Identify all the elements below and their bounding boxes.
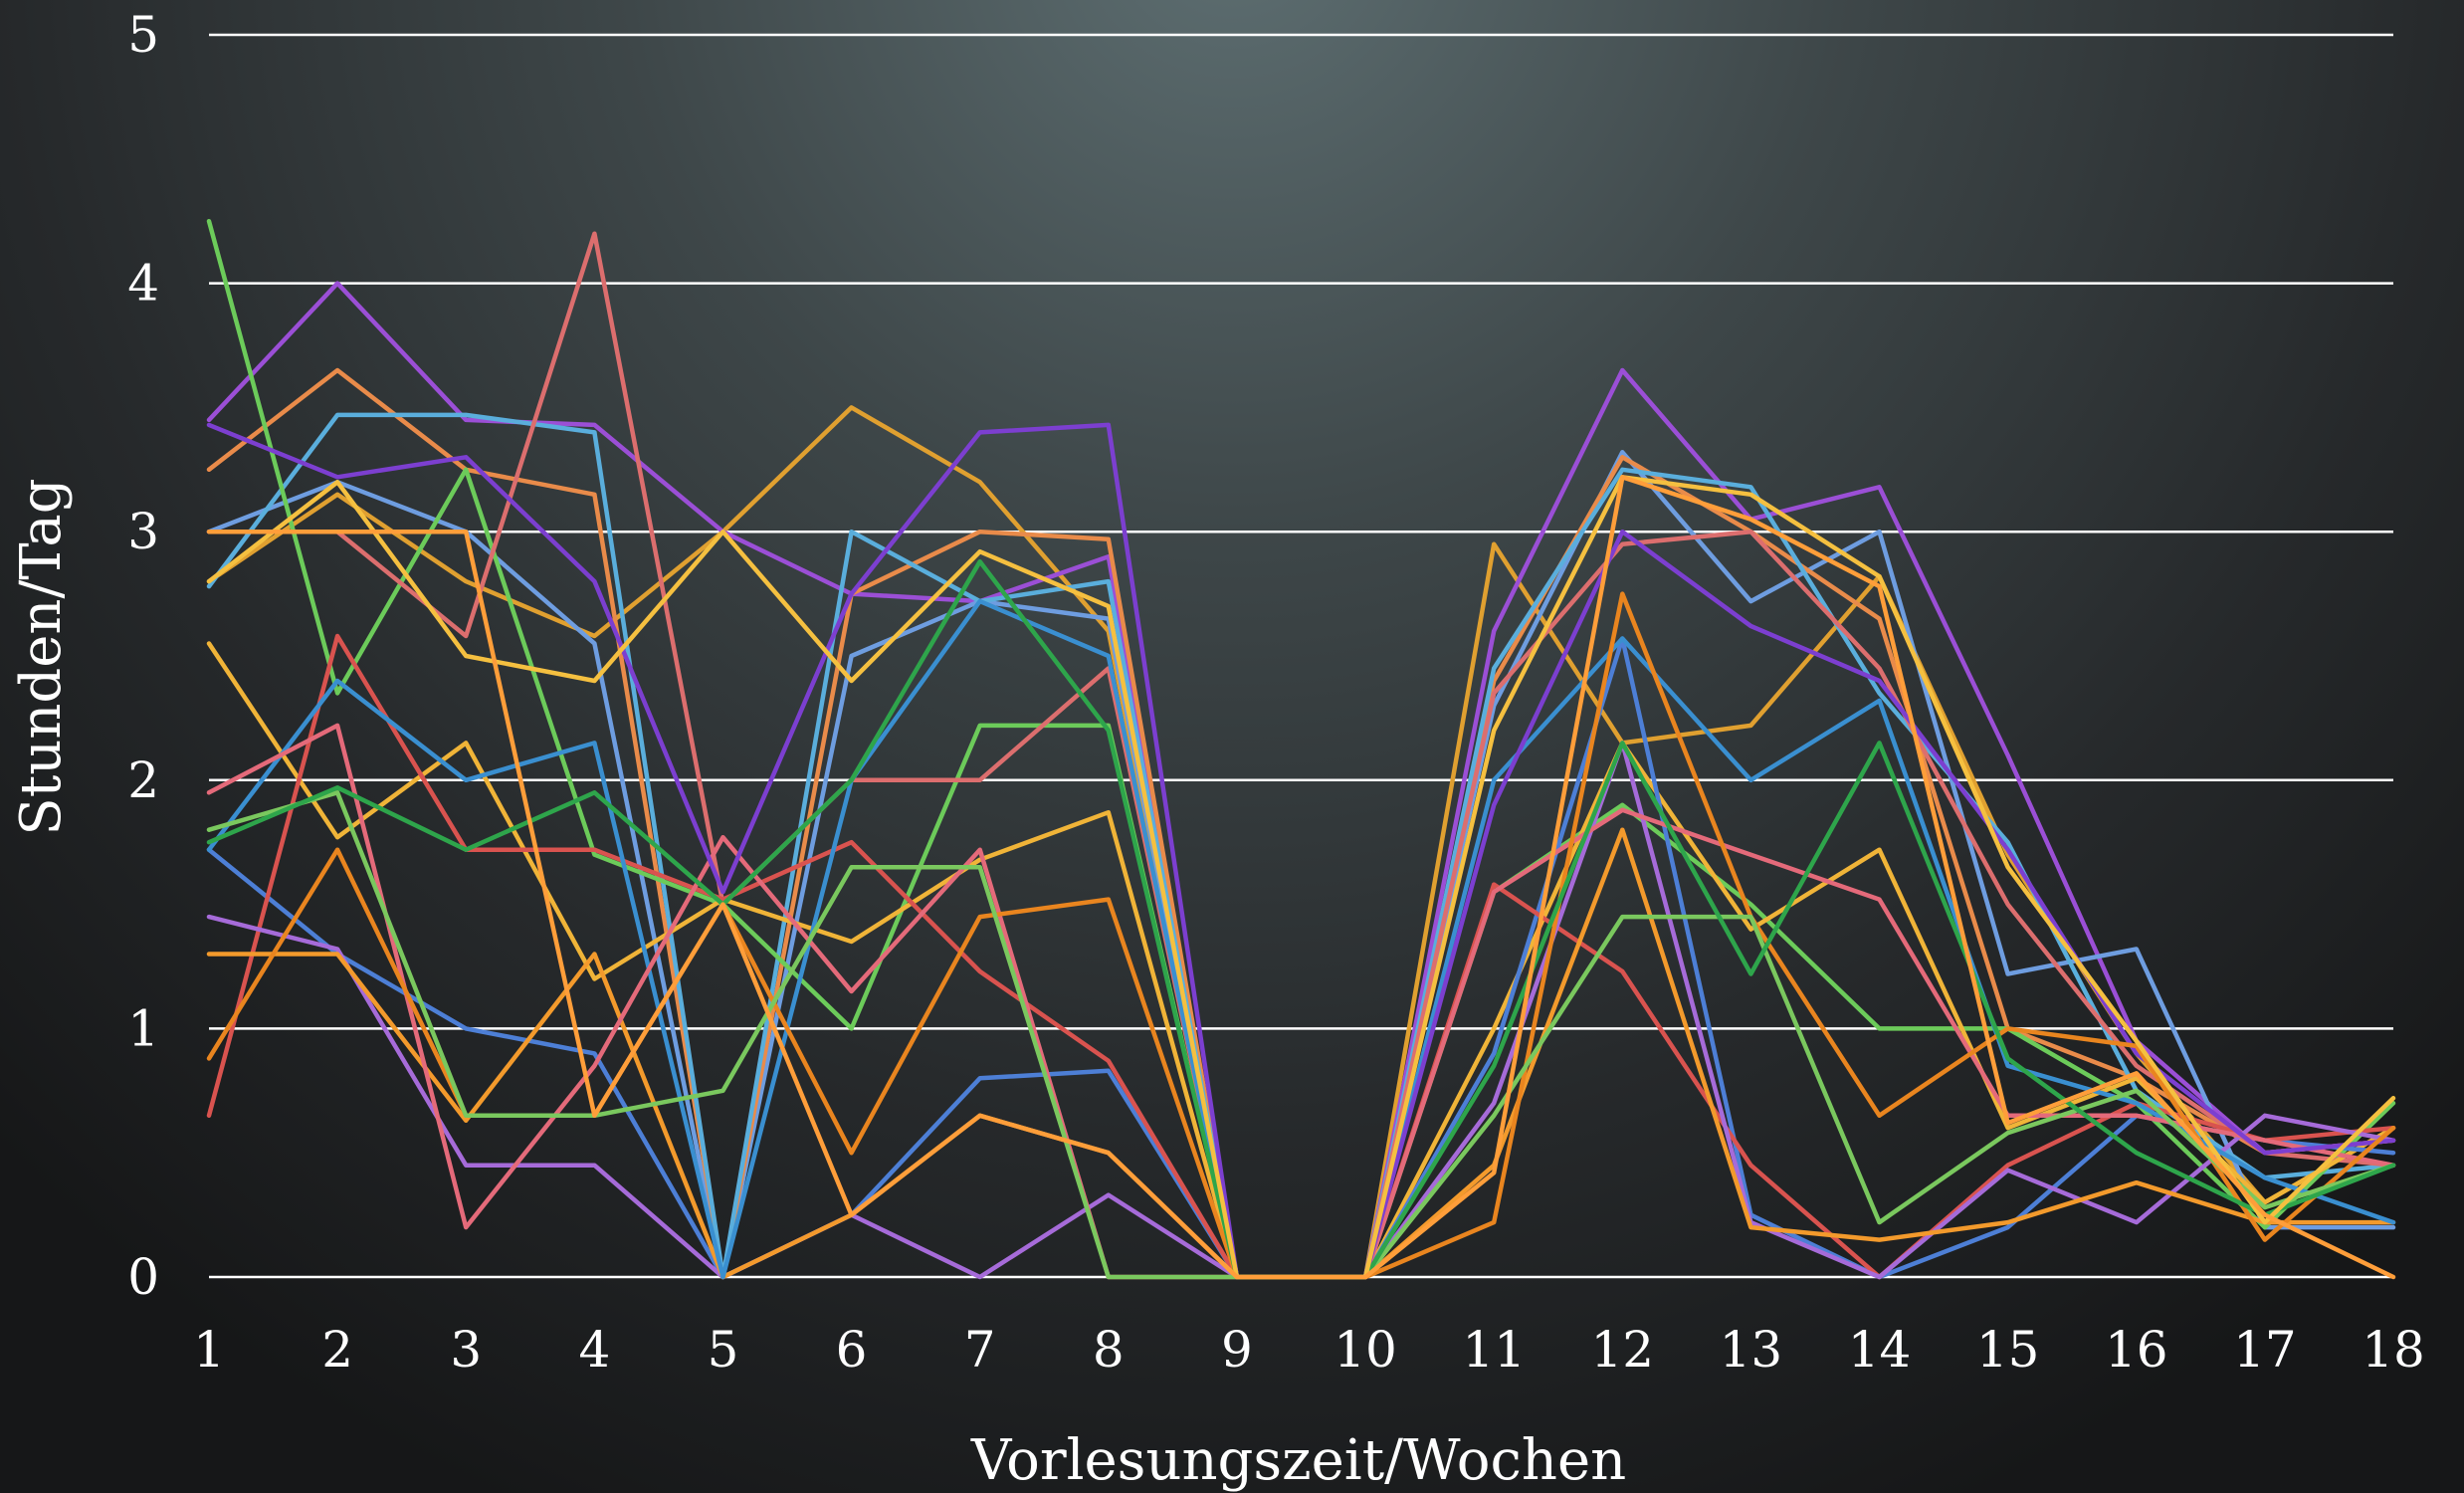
x-tick-label: 14 — [1848, 1321, 1912, 1379]
x-tick-label: 8 — [1093, 1321, 1125, 1379]
x-axis-ticks: 1 2 3 4 5 6 7 8 9 10 11 12 13 14 15 16 17 18 — [193, 1321, 2425, 1379]
gridlines — [209, 33, 2393, 1279]
x-tick-label: 10 — [1334, 1321, 1397, 1379]
x-tick-label: 6 — [836, 1321, 868, 1379]
x-tick-label: 18 — [2361, 1321, 2425, 1379]
x-tick-label: 3 — [450, 1321, 482, 1379]
x-tick-label: 1 — [193, 1321, 225, 1379]
x-tick-label: 12 — [1590, 1321, 1654, 1379]
x-tick-label: 5 — [708, 1321, 739, 1379]
y-tick-label: 5 — [127, 6, 159, 64]
x-tick-label: 4 — [578, 1321, 610, 1379]
y-tick-label: 4 — [127, 255, 159, 313]
x-tick-label: 17 — [2233, 1321, 2297, 1379]
x-tick-label: 11 — [1462, 1321, 1526, 1379]
x-tick-label: 7 — [964, 1321, 996, 1379]
x-tick-label: 9 — [1221, 1321, 1253, 1379]
x-tick-label: 2 — [321, 1321, 353, 1379]
x-axis-title: Vorlesungszeit/Wochen — [970, 1428, 1626, 1493]
y-axis-ticks: 0 1 2 3 4 5 — [127, 6, 159, 1306]
x-tick-label: 13 — [1720, 1321, 1783, 1379]
y-tick-label: 0 — [127, 1248, 159, 1306]
x-tick-label: 16 — [2105, 1321, 2168, 1379]
y-tick-label: 1 — [127, 999, 159, 1057]
series-group — [206, 218, 2396, 1280]
x-tick-label: 15 — [1976, 1321, 2040, 1379]
y-axis-title: Stunden/Tag — [9, 478, 74, 835]
series-line-20 — [206, 475, 2396, 1280]
y-tick-label: 3 — [127, 503, 159, 560]
y-tick-label: 2 — [127, 751, 159, 809]
